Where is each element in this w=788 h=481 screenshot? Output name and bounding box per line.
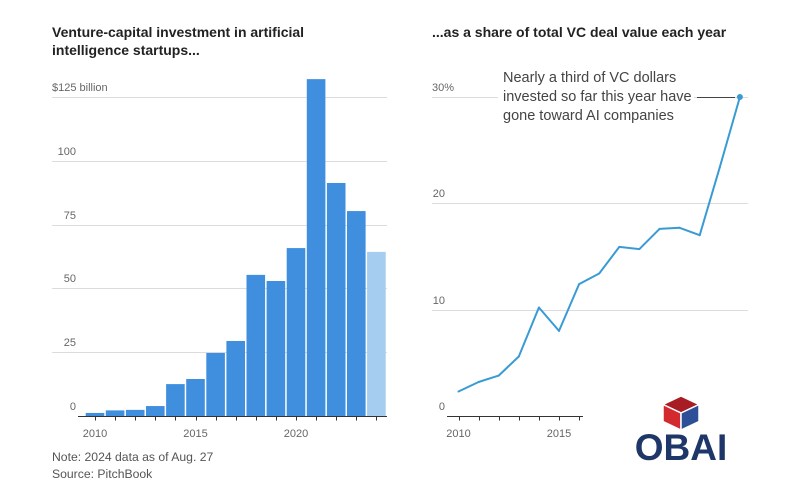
bar-y-tick-label-0: 0: [70, 401, 76, 413]
bar-2012: [125, 409, 145, 416]
share-point-2013: [517, 355, 520, 358]
bar-2010: [85, 412, 105, 416]
share-point-2019: [638, 248, 641, 251]
share-point-2012: [497, 374, 500, 377]
line-y-tick-label-10: 10: [433, 295, 445, 307]
line-y-tick-label-20: 20: [433, 188, 445, 200]
share-point-2017: [598, 272, 601, 275]
line-chart-series: [457, 94, 743, 393]
left-chart-title-line-2: intelligence startups...: [52, 42, 200, 58]
bar-2017: [226, 340, 245, 416]
cube-right-face: [680, 403, 700, 432]
annotation-dot: [736, 94, 743, 100]
logo-wordmark: OBAI: [635, 427, 728, 468]
bar-chart-bars: [85, 79, 386, 417]
line-x-tick-label-2015: 2015: [547, 428, 571, 440]
share-point-2018: [618, 245, 621, 248]
bar-2016: [206, 352, 225, 416]
bar-y-tick-label-25: 25: [64, 337, 76, 349]
bar-2024: [367, 251, 386, 416]
bar-y-tick-label-125: $125 billion: [52, 82, 108, 94]
right-chart-title: ...as a share of total VC deal value eac…: [432, 24, 727, 40]
share-point-2010: [457, 390, 460, 393]
annotation-line-2: invested so far this year have: [503, 89, 692, 105]
share-point-2011: [477, 380, 480, 383]
bar-x-tick-label-2015: 2015: [183, 428, 207, 440]
left-chart-title-line-1: Venture-capital investment in artificial: [52, 24, 304, 40]
bar-2022: [326, 183, 346, 416]
note-text: Note: 2024 data as of Aug. 27: [52, 450, 213, 464]
bar-y-tick-label-75: 75: [64, 210, 76, 222]
bar-2011: [105, 410, 125, 416]
bar-2015: [186, 378, 205, 416]
left-chart-title: Venture-capital investment in artificial…: [52, 24, 304, 58]
line-y-tick-label-0: 0: [439, 401, 445, 413]
bar-x-tick-label-2010: 2010: [83, 428, 107, 440]
bar-2023: [347, 211, 366, 416]
share-point-2014: [537, 306, 540, 309]
bar-2014: [166, 384, 185, 416]
share-point-2015: [558, 329, 560, 332]
bar-chart-axes: 0 25 50 75 100 $125 billion 2010 2015 2020: [52, 82, 387, 440]
source-text: Source: PitchBook: [52, 467, 153, 481]
bar-x-tick-label-2020: 2020: [284, 428, 308, 440]
bar-2018: [246, 274, 266, 416]
share-point-2020: [658, 227, 661, 230]
share-point-2021: [678, 226, 681, 229]
line-chart-annotation: Nearly a third of VC dollars invested so…: [498, 66, 735, 126]
share-point-2022: [698, 234, 701, 237]
annotation-background: [498, 66, 694, 126]
bar-2019: [266, 280, 286, 416]
annotation-line-1: Nearly a third of VC dollars: [503, 70, 676, 86]
annotation-line-3: gone toward AI companies: [503, 108, 674, 124]
bar-2013: [146, 406, 165, 416]
bar-y-tick-label-100: 100: [58, 146, 76, 158]
bar-2020: [286, 248, 306, 416]
line-y-tick-label-30: 30%: [432, 82, 454, 94]
obai-watermark-logo: OBAI: [583, 395, 749, 481]
line-chart-axes: 0 10 20 30% 2010 2015: [432, 82, 748, 440]
bar-y-tick-label-50: 50: [64, 273, 76, 285]
share-point-2023: [718, 166, 721, 169]
bar-2021: [306, 79, 326, 417]
line-x-tick-label-2010: 2010: [446, 428, 470, 440]
cube-logo-icon: [661, 395, 701, 432]
share-point-2016: [578, 283, 581, 286]
